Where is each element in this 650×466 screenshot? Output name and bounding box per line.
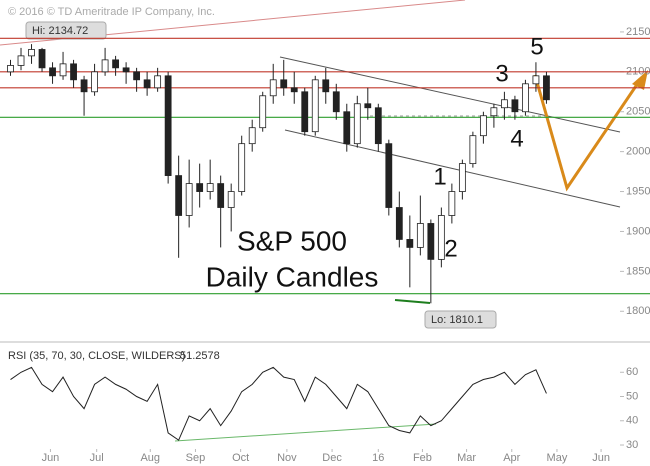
projection-arrow bbox=[632, 70, 648, 90]
candle-body bbox=[385, 143, 393, 208]
title-line: Daily Candles bbox=[206, 261, 379, 292]
wave-label: 5 bbox=[530, 33, 543, 60]
y-tick-label: 2050 bbox=[626, 106, 650, 118]
candle-body bbox=[175, 175, 183, 216]
hi-label: Hi: 2134.72 bbox=[32, 25, 88, 37]
candle-body bbox=[164, 75, 172, 176]
channel-bottom bbox=[284, 129, 621, 208]
y-tick-label: 2000 bbox=[626, 146, 650, 158]
candle-body bbox=[280, 79, 288, 89]
candle-body bbox=[196, 183, 204, 192]
candle-body bbox=[227, 191, 235, 208]
candle-body bbox=[395, 207, 403, 240]
x-tick-label: Jul bbox=[90, 452, 104, 464]
candle-body bbox=[248, 127, 256, 145]
wave-label: 4 bbox=[510, 125, 523, 152]
candle-body bbox=[70, 63, 77, 81]
candle-body bbox=[206, 183, 214, 192]
x-tick-label: Sep bbox=[186, 452, 206, 464]
copyright: © 2016 © TD Ameritrade IP Company, Inc. bbox=[8, 6, 215, 18]
candle-body bbox=[353, 103, 361, 145]
x-tick-label: 16 bbox=[372, 452, 384, 464]
candle-body bbox=[154, 75, 162, 89]
candle-body bbox=[532, 75, 540, 85]
x-tick-label: Jun bbox=[42, 452, 60, 464]
lo-label: Lo: 1810.1 bbox=[431, 314, 483, 326]
x-tick-label: Jun bbox=[592, 452, 610, 464]
candle-body bbox=[49, 67, 56, 77]
candle-body bbox=[511, 99, 519, 113]
x-tick-label: May bbox=[547, 452, 568, 464]
candle-body bbox=[259, 95, 267, 129]
candle-body bbox=[522, 83, 529, 113]
candle-body bbox=[238, 143, 246, 192]
candle-body bbox=[101, 59, 109, 73]
y-tick-label: 2150 bbox=[626, 26, 650, 38]
rsi-line bbox=[10, 366, 547, 441]
x-tick-label: Feb bbox=[413, 452, 432, 464]
candle-body bbox=[122, 67, 130, 73]
channel-top bbox=[279, 56, 621, 133]
candle-body bbox=[364, 103, 372, 109]
low-support bbox=[394, 299, 431, 304]
candle-body bbox=[332, 91, 340, 113]
candle-body bbox=[112, 59, 119, 69]
candle-body bbox=[374, 107, 382, 145]
rsi-tick-label: 60 bbox=[626, 366, 638, 378]
y-tick-label: 1800 bbox=[626, 305, 650, 317]
x-tick-label: Apr bbox=[503, 452, 520, 464]
y-tick-label: 1950 bbox=[626, 185, 650, 197]
candle-body bbox=[448, 191, 456, 216]
x-tick-label: Dec bbox=[322, 452, 342, 464]
candle-body bbox=[479, 115, 487, 137]
projection bbox=[533, 74, 642, 192]
rsi-current: 51.2578 bbox=[180, 350, 220, 362]
x-tick-label: Oct bbox=[232, 452, 249, 464]
candle-body bbox=[437, 215, 445, 260]
x-tick-label: Mar bbox=[457, 452, 476, 464]
rsi-tick-label: 50 bbox=[626, 390, 638, 402]
candle-body bbox=[269, 79, 277, 97]
x-tick-label: Aug bbox=[140, 452, 160, 464]
candle-body bbox=[217, 183, 225, 208]
rsi-name: RSI (35, 70, 30, CLOSE, WILDERS) bbox=[8, 350, 185, 362]
candle-body bbox=[143, 79, 151, 89]
wave-label: 2 bbox=[444, 235, 457, 262]
candle-body bbox=[28, 49, 35, 57]
candle-body bbox=[80, 79, 88, 93]
candle-body bbox=[543, 75, 550, 101]
candle-body bbox=[301, 91, 309, 133]
candle-body bbox=[91, 71, 98, 93]
candle-body bbox=[490, 107, 498, 117]
lo-box bbox=[424, 310, 497, 329]
candle-body bbox=[322, 79, 330, 93]
candle-body bbox=[311, 79, 319, 133]
y-tick-label: 1900 bbox=[626, 225, 650, 237]
candle-body bbox=[469, 135, 477, 165]
candle-body bbox=[343, 111, 351, 145]
candle-body bbox=[427, 223, 435, 260]
candle-body bbox=[133, 71, 141, 81]
candle-body bbox=[501, 99, 508, 109]
rsi-tick-label: 40 bbox=[626, 415, 638, 427]
y-tick-label: 1850 bbox=[626, 265, 650, 277]
candle-body bbox=[38, 49, 46, 69]
candle-body bbox=[185, 183, 193, 216]
candle-body bbox=[7, 65, 14, 73]
x-tick-label: Nov bbox=[277, 452, 297, 464]
wave-label: 1 bbox=[433, 163, 446, 190]
candle-body bbox=[416, 223, 424, 248]
candle-body bbox=[290, 87, 298, 93]
candle-body bbox=[458, 163, 466, 192]
rsi-tick-label: 30 bbox=[626, 439, 638, 451]
hi-box bbox=[25, 21, 107, 40]
candle-body bbox=[17, 55, 25, 66]
candle-body bbox=[406, 239, 414, 248]
title-line: S&P 500 bbox=[237, 225, 347, 256]
wave-label: 3 bbox=[495, 60, 508, 87]
candle-body bbox=[59, 63, 67, 77]
